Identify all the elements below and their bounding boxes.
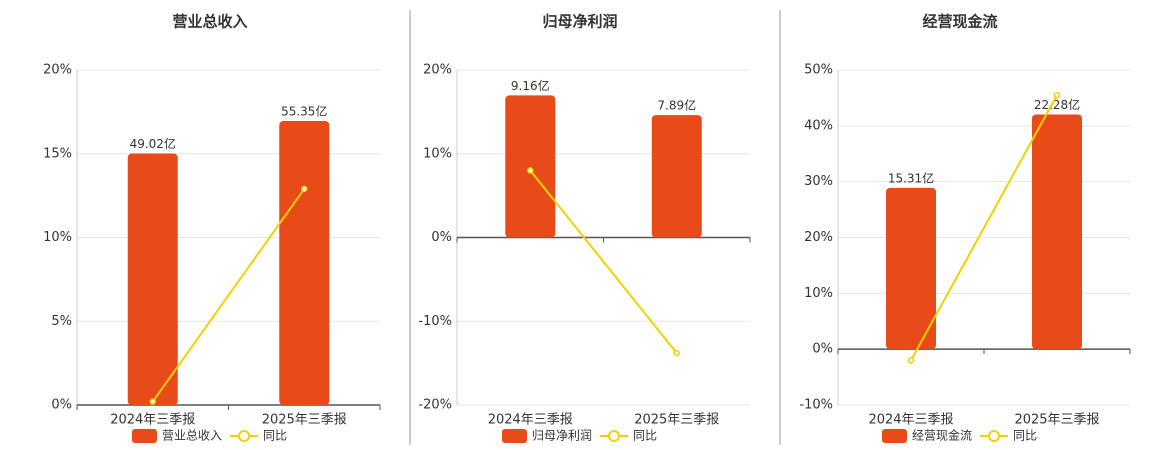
bar: [127, 153, 178, 405]
yoy-line: [151, 188, 306, 403]
legend-label: 经营现金流: [912, 428, 972, 443]
yoy-point: [527, 167, 534, 174]
y-tick-label: -10%: [799, 398, 833, 413]
legend-swatch: [608, 430, 621, 442]
bar: [279, 121, 330, 406]
legend-swatch: [502, 429, 527, 443]
legend-label: 营业总收入: [162, 429, 222, 443]
value-label: 22.28亿: [1034, 97, 1080, 112]
yoy-line: [910, 94, 1058, 361]
value-label: 49.02亿: [130, 136, 176, 151]
value-label: 55.35亿: [281, 104, 327, 119]
yoy-point: [149, 398, 156, 405]
legend-label: 同比: [633, 429, 657, 443]
yoy-point: [1053, 91, 1061, 99]
x-tick-label: 2024年三季报: [110, 413, 195, 428]
legend-label: 归母净利润: [532, 429, 592, 443]
y-tick-label: 0%: [812, 342, 833, 357]
y-tick-label: 10%: [43, 230, 72, 245]
yoy-point: [301, 185, 308, 193]
y-tick-label: 0%: [51, 398, 72, 413]
value-label: 7.89亿: [657, 98, 696, 113]
y-tick-label: 5%: [51, 314, 72, 329]
legend-swatch: [988, 430, 1001, 442]
y-tick-label: -20%: [418, 398, 452, 413]
yoy-point: [907, 357, 915, 364]
yoy-point: [673, 349, 680, 357]
chart-title: 归母净利润: [542, 13, 617, 31]
value-label: 9.16亿: [511, 78, 550, 93]
chart-title: 经营现金流: [922, 13, 997, 31]
x-tick-label: 2025年三季报: [634, 413, 719, 428]
y-tick-label: 0%: [431, 230, 452, 245]
y-tick-label: 10%: [423, 146, 452, 161]
y-tick-label: -10%: [418, 314, 452, 329]
x-tick-label: 2024年三季报: [488, 413, 573, 428]
y-tick-label: 30%: [804, 174, 833, 189]
chart-title: 营业总收入: [172, 13, 247, 31]
bar: [651, 115, 702, 238]
yoy-line: [529, 169, 678, 354]
legend-label: 同比: [1013, 429, 1037, 443]
legend-swatch: [238, 430, 251, 442]
bar: [886, 187, 936, 350]
y-tick-label: 15%: [43, 146, 72, 161]
value-label: 15.31亿: [888, 170, 934, 185]
bar: [1032, 114, 1082, 350]
y-tick-label: 20%: [804, 230, 833, 245]
legend-swatch: [132, 429, 157, 443]
x-tick-label: 2025年三季报: [262, 413, 347, 428]
y-tick-label: 20%: [423, 63, 452, 78]
bar: [505, 95, 556, 238]
legend-swatch: [882, 429, 907, 443]
y-tick-label: 40%: [804, 118, 833, 133]
legend-label: 同比: [263, 429, 287, 443]
y-tick-label: 50%: [804, 63, 833, 78]
x-tick-label: 2024年三季报: [868, 413, 953, 428]
y-tick-label: 20%: [43, 63, 72, 78]
x-tick-label: 2025年三季报: [1014, 413, 1099, 428]
y-tick-label: 10%: [804, 286, 833, 301]
